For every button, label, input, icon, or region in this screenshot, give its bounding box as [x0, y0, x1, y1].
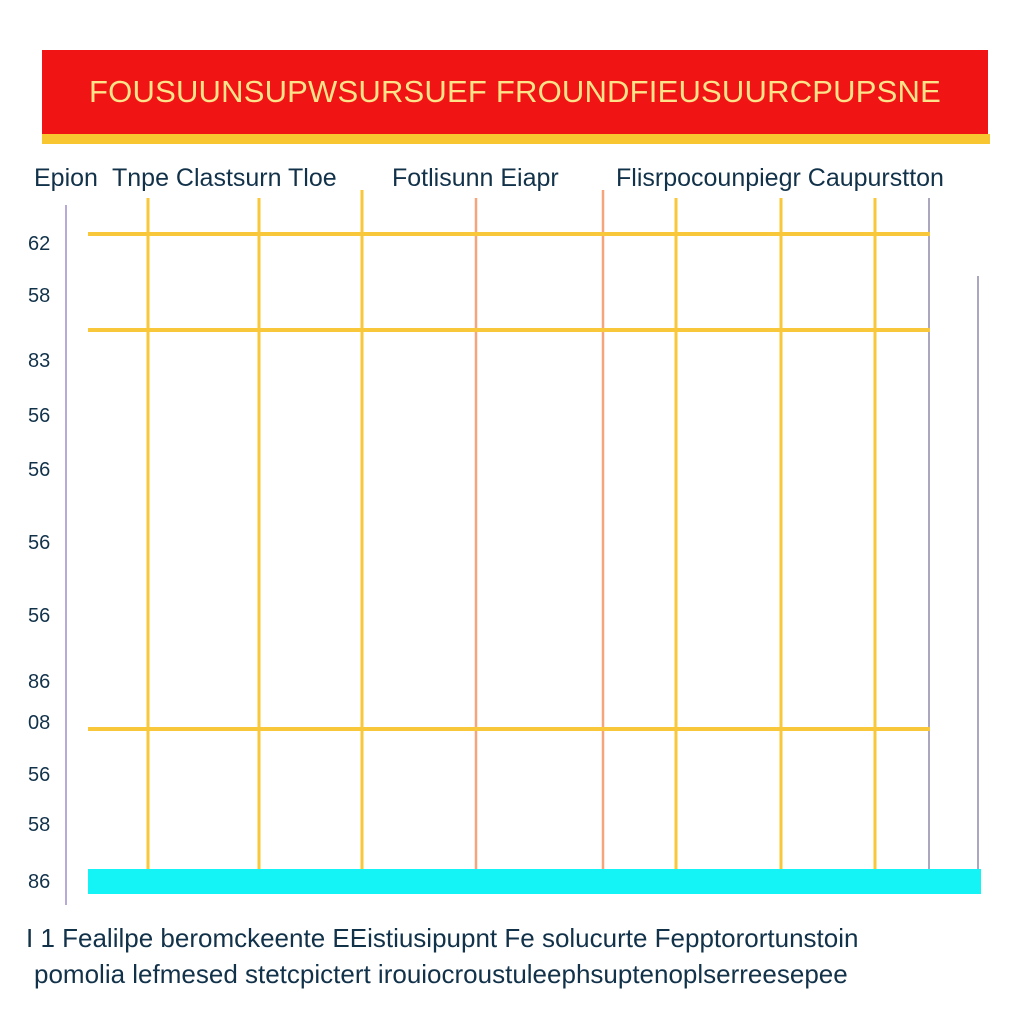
footer-text-line-2: pomolia lefmesed stetcpictert irouiocrou…	[34, 959, 848, 989]
row-label: 58	[28, 814, 51, 836]
row-label: 56	[28, 605, 51, 627]
bottom-bar	[88, 869, 981, 894]
row-label: 83	[28, 350, 51, 372]
row-label: 62	[28, 233, 51, 255]
page-title: FOUSUUNSUPWSURSUEF FROUNDFIEUSUURCPUPSNE	[89, 74, 941, 109]
page-header: FOUSUUNSUPWSURSUEF FROUNDFIEUSUURCPUPSNE	[42, 50, 988, 134]
column-header-fotlisunn: Fotlisunn Eiapr	[392, 164, 559, 192]
row-label: 86	[28, 871, 51, 893]
row-label: 58	[28, 285, 51, 307]
row-label: 56	[28, 459, 51, 481]
footer-text-line-1: I 1 Fealilpe beromckeente EEistiusipupnt…	[26, 923, 859, 953]
column-header-flisrpocounpiegr: Flisrpocounpiegr Caupurstton	[616, 164, 944, 192]
row-label: 08	[28, 712, 51, 734]
header-underline	[42, 134, 990, 144]
row-label: 56	[28, 405, 51, 427]
column-header-type: Tnpe Clastsurn Tloe	[112, 164, 337, 192]
row-label: 56	[28, 764, 51, 786]
row-label: 56	[28, 532, 51, 554]
column-header-epion: Epion	[34, 164, 98, 192]
row-label: 86	[28, 671, 51, 693]
